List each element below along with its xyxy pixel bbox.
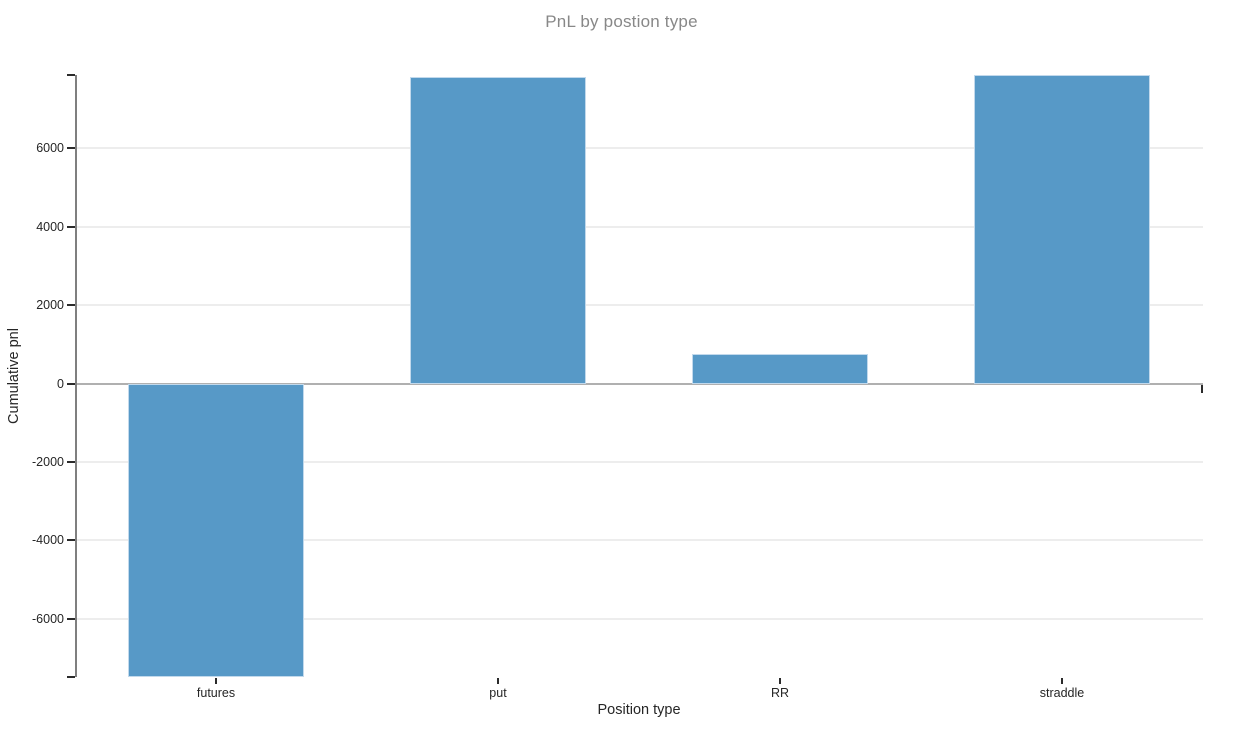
y-axis-line [75, 75, 77, 677]
x-tick-label: futures [196, 686, 236, 700]
y-tick-label: -2000 [32, 454, 64, 469]
bar-put [410, 77, 586, 384]
y-gridline [75, 147, 1203, 150]
x-axis-title: Position type [597, 702, 681, 718]
x-axis-tick [497, 678, 499, 684]
y-gridline [75, 617, 1203, 620]
y-tick-label: 0 [57, 376, 64, 391]
x-tick-label: RR [770, 686, 790, 700]
y-gridline [75, 225, 1203, 228]
x-tick-label: put [489, 686, 507, 700]
x-axis-tick [1061, 678, 1063, 684]
y-axis-tick [67, 617, 75, 620]
y-axis-top-endcap [67, 74, 75, 76]
bar-futures [128, 383, 304, 677]
y-tick-label: 4000 [36, 219, 64, 234]
y-axis-tick [67, 147, 75, 150]
x-axis-tick [779, 678, 781, 684]
x-tick-label: straddle [1039, 686, 1085, 700]
chart-title: PnL by postion type [545, 12, 698, 31]
zero-line-end-tick [1201, 384, 1203, 393]
bar-straddle [974, 75, 1150, 384]
zero-gridline [75, 382, 1203, 385]
y-gridline [75, 460, 1203, 463]
y-tick-label: 2000 [36, 298, 64, 313]
y-axis-title: Cumulative pnl [6, 328, 22, 424]
y-axis-tick [67, 539, 75, 542]
y-tick-label: -4000 [32, 533, 64, 548]
x-axis-tick [215, 678, 217, 684]
y-axis-tick [67, 304, 75, 307]
y-tick-label: -6000 [32, 611, 64, 626]
bar-RR [692, 354, 868, 384]
y-axis-tick [67, 225, 75, 228]
y-gridline [75, 539, 1203, 542]
y-axis-bottom-endcap [67, 676, 75, 678]
y-gridline [75, 304, 1203, 307]
y-axis-tick [67, 460, 75, 463]
y-axis-tick [67, 382, 75, 385]
y-tick-label: 6000 [36, 141, 64, 156]
